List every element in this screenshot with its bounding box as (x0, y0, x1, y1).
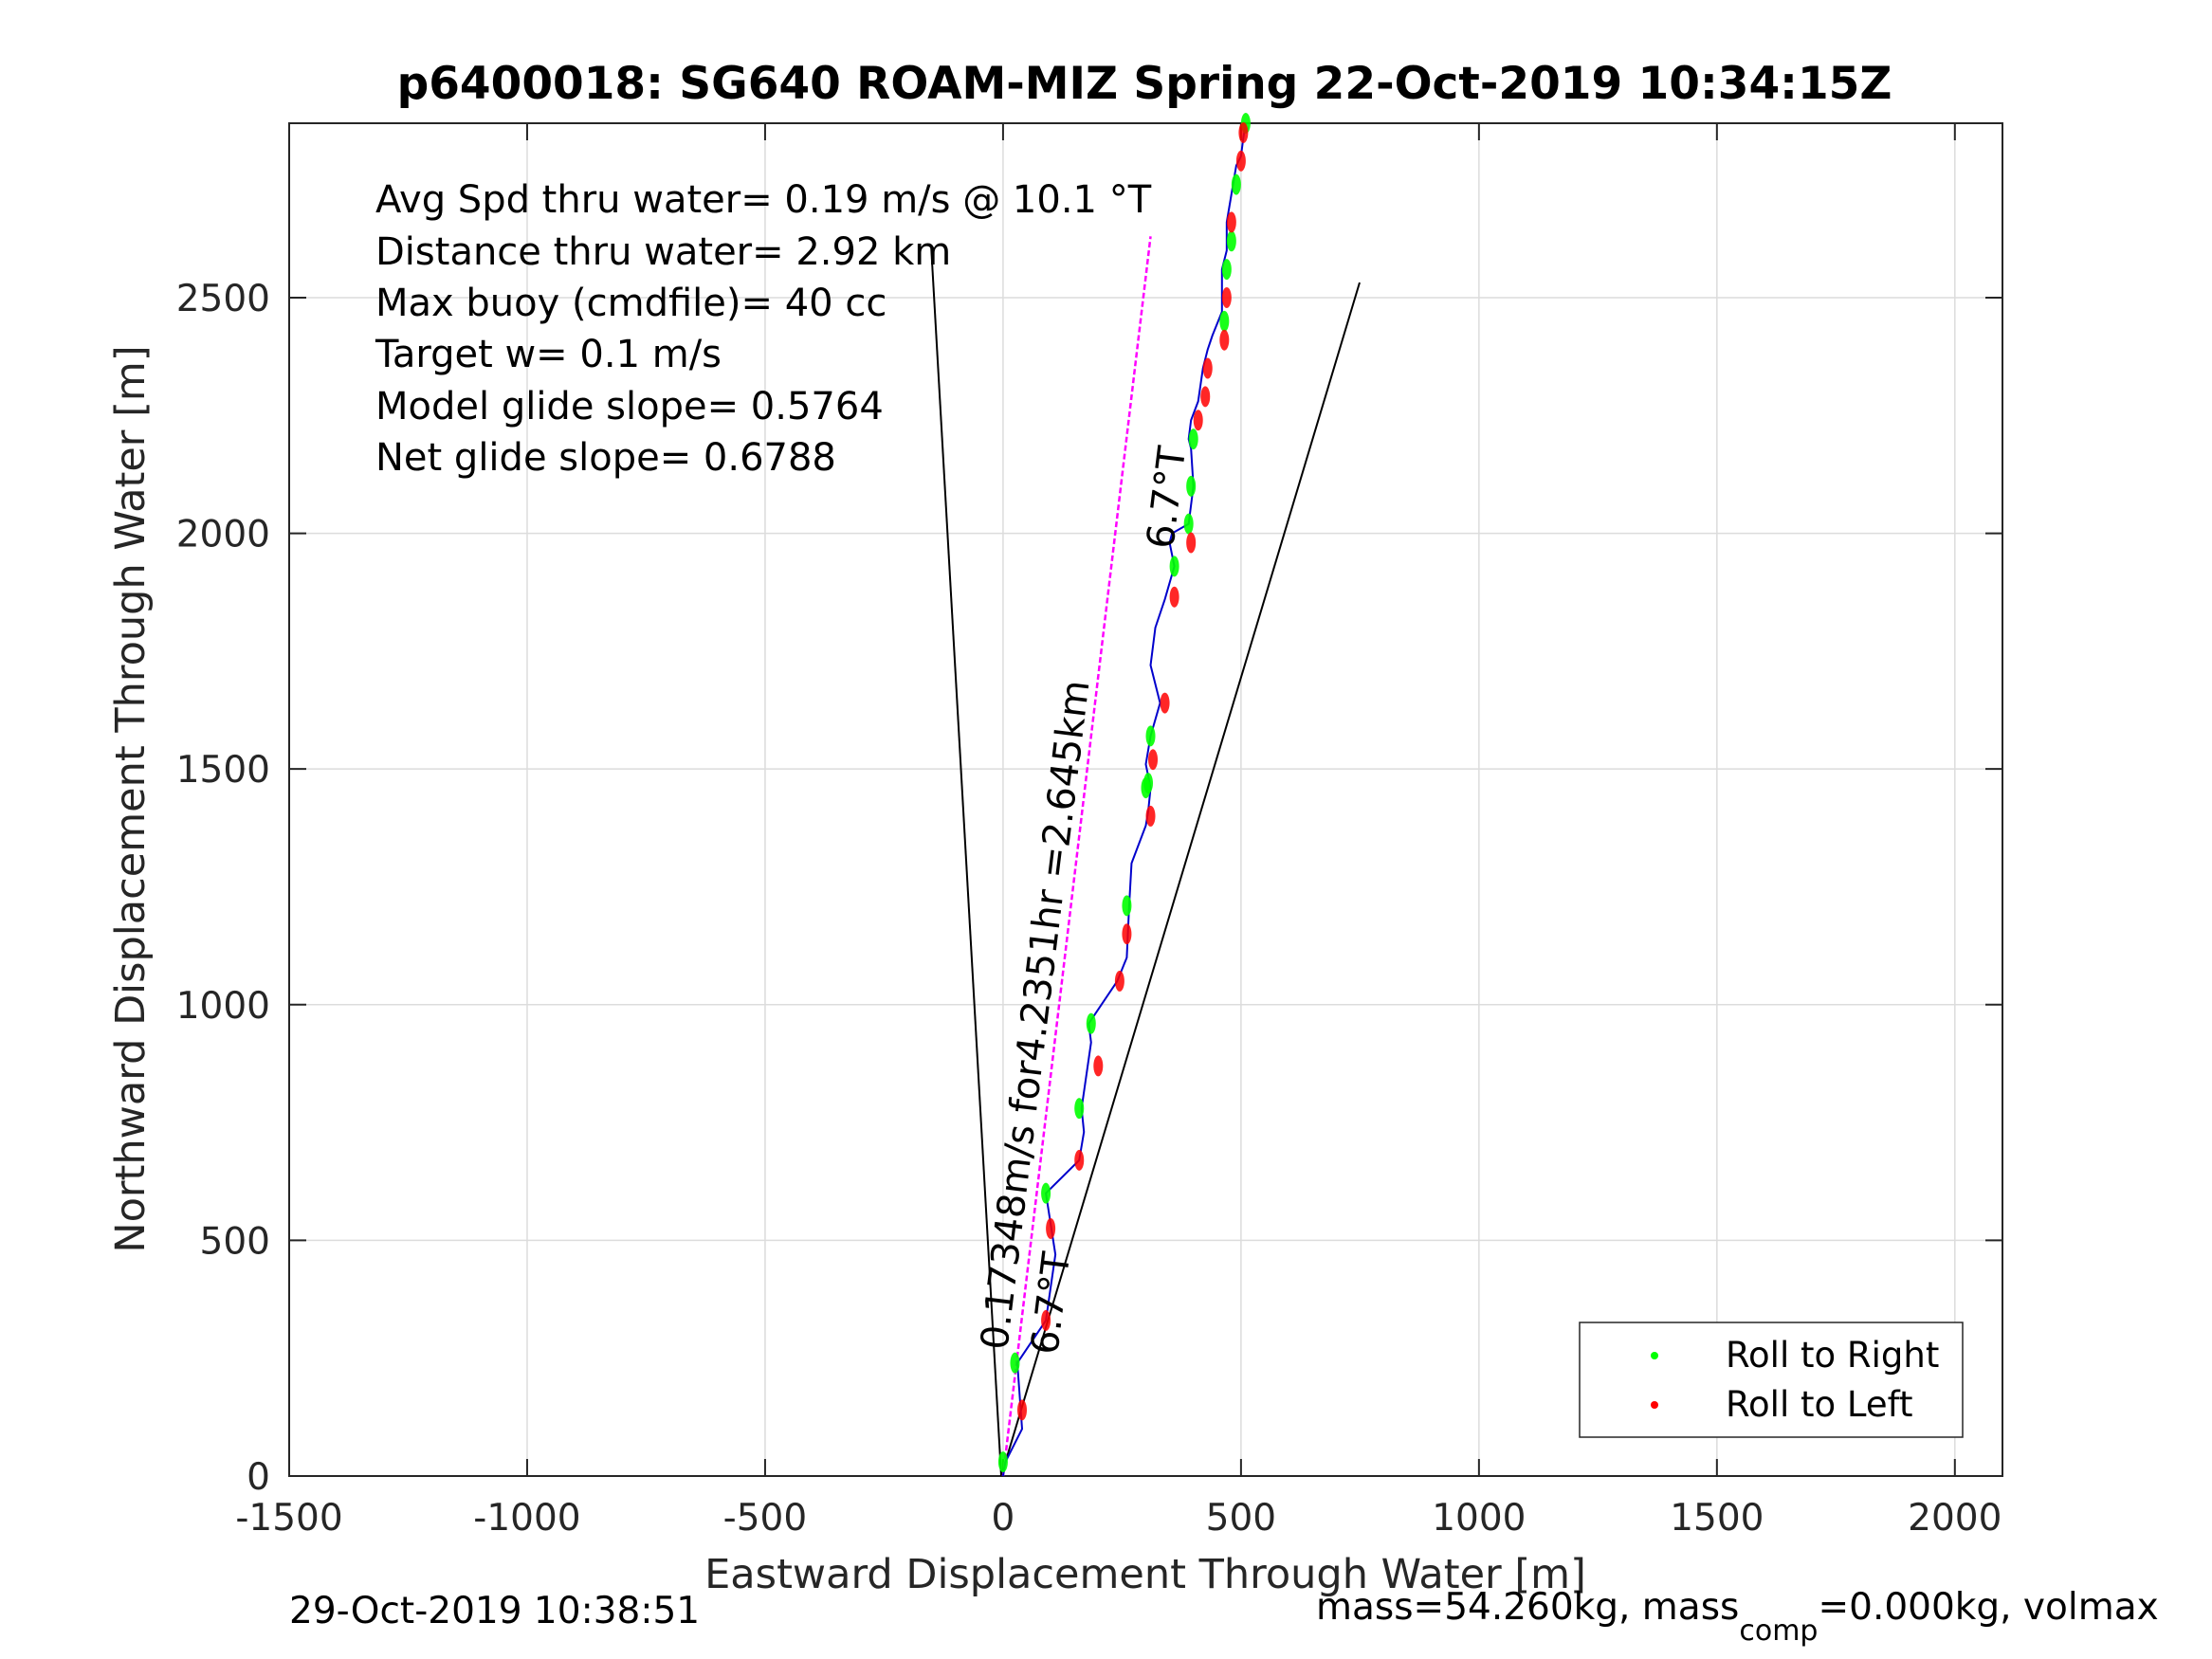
roll-right-point (1122, 895, 1132, 917)
stat-max-buoy: Max buoy (cmdfile)= 40 cc (375, 282, 887, 325)
y-tick-labels: 0 500 1000 1500 2000 2500 (176, 278, 270, 1499)
x-tick-label: -500 (723, 1497, 808, 1540)
roll-left-point (1200, 386, 1211, 408)
stat-model-glide: Model glide slope= 0.5764 (375, 385, 884, 428)
roll-left-point (1148, 749, 1159, 771)
roll-left-point (1226, 211, 1236, 233)
y-tick-label: 2500 (176, 278, 270, 320)
x-axis-label: Eastward Displacement Through Water [m] (704, 1551, 1586, 1598)
roll-right-point (1188, 428, 1198, 450)
roll-left-point (1169, 586, 1179, 608)
roll-right-point (1074, 1098, 1085, 1120)
legend-marker-roll-left (1651, 1401, 1658, 1409)
roll-right-point (1231, 173, 1241, 195)
roll-left-point (1093, 1055, 1104, 1077)
stat-avg-speed: Avg Spd thru water= 0.19 m/s @ 10.1 °T (375, 178, 1152, 222)
roll-left-point (1160, 692, 1170, 714)
footer-mass-sub: comp (1739, 1614, 1818, 1648)
roll-left-point (1202, 357, 1213, 379)
roll-left-point (1046, 1217, 1056, 1239)
roll-right-point (1183, 513, 1194, 535)
footer-mass-rest: =0.000kg, volmax (1818, 1586, 2158, 1629)
x-tick-label: 0 (992, 1497, 1015, 1540)
stat-net-glide: Net glide slope= 0.6788 (375, 436, 836, 480)
roll-right-point (1169, 556, 1179, 577)
roll-left-point (1186, 532, 1197, 554)
roll-left-point (1235, 150, 1246, 172)
y-axis-label: Northward Displacement Through Water [m] (107, 345, 155, 1252)
roll-right-point (1145, 725, 1156, 747)
y-tick-label: 0 (247, 1456, 270, 1499)
y-tick-label: 1500 (176, 749, 270, 792)
x-tick-label: 2000 (1908, 1497, 2002, 1540)
roll-right-point (997, 1451, 1008, 1473)
roll-left-point (1016, 1399, 1027, 1421)
x-tick-labels: -1500 -1000 -500 0 500 1000 1500 2000 (235, 1497, 2002, 1540)
footer-mass: mass=54.260kg, mass (1316, 1586, 1739, 1629)
x-tick-label: 1500 (1670, 1497, 1764, 1540)
legend: Roll to Right Roll to Left (1579, 1322, 1964, 1438)
heading-line (1001, 236, 1152, 1477)
roll-right-point (1186, 475, 1197, 497)
legend-box (1579, 1322, 1964, 1438)
stats-box: Avg Spd thru water= 0.19 m/s @ 10.1 °T D… (375, 178, 1152, 480)
roll-left-point (1238, 121, 1249, 143)
chart-title: p6400018: SG640 ROAM-MIZ Spring 22-Oct-2… (397, 58, 1892, 110)
footer-timestamp: 29-Oct-2019 10:38:51 (289, 1590, 700, 1632)
cone-right-line (1000, 282, 1361, 1477)
stat-target-w: Target w= 0.1 m/s (375, 333, 722, 376)
x-tick-label: -1500 (235, 1497, 342, 1540)
roll-left-point (1221, 286, 1232, 308)
series-layer (997, 113, 1251, 1477)
cone-left-line (930, 244, 1002, 1477)
y-tick-label: 1000 (176, 985, 270, 1028)
y-tick-label: 500 (200, 1220, 270, 1263)
footer-mass-info: mass=54.260kg, masscomp=0.000kg, volmax (1316, 1586, 2159, 1648)
legend-label-roll-right: Roll to Right (1726, 1335, 1939, 1376)
roll-left-point (1074, 1149, 1085, 1171)
x-tick-label: 500 (1206, 1497, 1276, 1540)
roll-left-point (1193, 410, 1203, 431)
legend-label-roll-left: Roll to Left (1726, 1384, 1913, 1425)
roll-right-point (1221, 259, 1232, 281)
y-tick-label: 2000 (176, 514, 270, 556)
roll-right-point (1226, 230, 1236, 252)
track-line (1001, 122, 1247, 1477)
x-tick-label: 1000 (1432, 1497, 1526, 1540)
legend-marker-roll-right (1651, 1352, 1658, 1359)
roll-right-point (1010, 1352, 1020, 1374)
x-tick-label: -1000 (473, 1497, 580, 1540)
roll-left-point (1114, 970, 1124, 992)
stat-distance: Distance thru water= 2.92 km (375, 230, 951, 274)
roll-left-point (1122, 923, 1132, 945)
plot-area (288, 122, 2003, 1477)
roll-left-point (1145, 805, 1156, 827)
roll-left-point (1041, 1309, 1051, 1331)
roll-left-point (1219, 329, 1230, 351)
roll-right-point (1041, 1182, 1051, 1204)
roll-right-point (1086, 1012, 1096, 1034)
roll-right-point (1219, 310, 1230, 332)
roll-right-point (1143, 773, 1154, 794)
